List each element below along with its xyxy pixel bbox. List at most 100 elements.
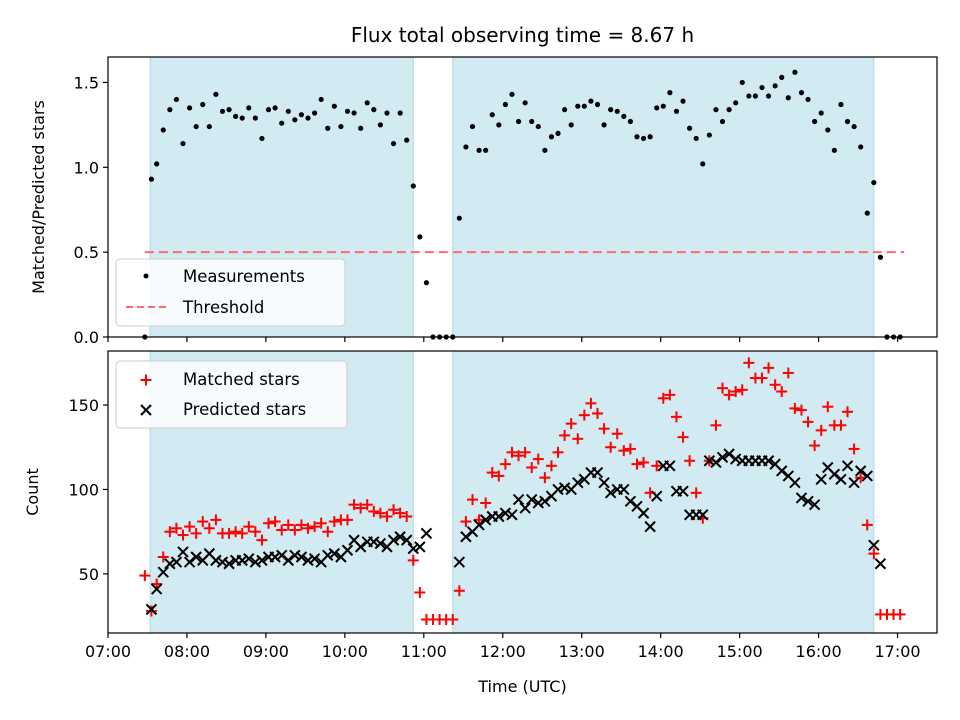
- shaded-interval-1: [452, 57, 874, 337]
- matched-star-point: [598, 423, 610, 435]
- measurement-point: [206, 123, 212, 130]
- predicted-star-point: [275, 549, 288, 562]
- measurement-point: [713, 107, 719, 113]
- measurement-point: [733, 100, 739, 106]
- matched-star-point: [756, 372, 768, 384]
- measurement-point: [239, 115, 245, 121]
- bottom-axes-frame: [107, 350, 938, 634]
- predicted-star-point-b: [835, 473, 847, 486]
- predicted-star-point: [177, 546, 189, 558]
- measurement-point: [838, 101, 844, 108]
- matched-star-point: [466, 494, 478, 506]
- measurement-point: [831, 147, 837, 153]
- predicted-star-point-b: [145, 603, 158, 616]
- measurement-point: [785, 95, 791, 101]
- predicted-star-point: [637, 507, 650, 519]
- measurement-point: [226, 107, 232, 113]
- measurement-point: [186, 105, 193, 111]
- matched-star-point: [388, 504, 400, 516]
- matched-star-point: [763, 362, 775, 374]
- measurement-point: [515, 118, 522, 125]
- measurement-point: [858, 144, 864, 150]
- matched-star-point: [157, 551, 169, 563]
- predicted-star-point-b: [164, 558, 176, 570]
- measurement-point: [719, 118, 726, 125]
- measurement-point: [193, 123, 199, 130]
- measurement-point: [562, 107, 568, 113]
- legend-plus-marker: [140, 374, 152, 386]
- predicted-star-point: [407, 542, 419, 555]
- top-axes-frame: [107, 56, 938, 338]
- predicted-star-point-b: [789, 477, 801, 489]
- predicted-star-point: [479, 514, 492, 526]
- predicted-star-point: [328, 547, 341, 560]
- predicted-star-point: [664, 460, 676, 472]
- matched-star-point: [815, 424, 827, 436]
- bottom-y-tick-label: 100: [68, 480, 99, 499]
- predicted-star-point: [322, 549, 334, 562]
- measurement-point: [522, 100, 528, 106]
- predicted-stars-points: [145, 448, 887, 616]
- measurement-point: [739, 79, 745, 86]
- predicted-star-point-b: [723, 448, 735, 460]
- predicted-star-point-b: [308, 552, 321, 565]
- matched-star-point: [822, 401, 834, 413]
- measurement-point: [404, 137, 410, 143]
- x-tick-label: 13:00: [559, 642, 605, 661]
- matched-star-point: [309, 521, 321, 533]
- measurement-point: [752, 93, 759, 99]
- matched-star-point: [184, 521, 196, 533]
- predicted-star-point-b: [269, 551, 281, 563]
- measurement-point: [864, 210, 870, 216]
- predicted-star-point-b: [400, 534, 413, 546]
- matched-star-point: [605, 441, 617, 453]
- predicted-star-point: [604, 487, 617, 499]
- measurement-point: [371, 107, 377, 113]
- predicted-star-point: [400, 534, 413, 546]
- matched-star-point: [545, 460, 557, 472]
- predicted-star-point-b: [591, 466, 604, 479]
- matched-star-point: [552, 446, 564, 458]
- predicted-star-point-b: [499, 507, 512, 519]
- matched-star-point: [513, 450, 525, 462]
- bottom-y-ticks: 50 100 150: [68, 396, 108, 584]
- predicted-star-point: [302, 554, 314, 567]
- predicted-star-point: [861, 470, 873, 482]
- predicted-star-point-b: [631, 500, 643, 513]
- measurement-point: [358, 125, 364, 131]
- measurement-point: [325, 125, 331, 131]
- measurement-point: [654, 105, 660, 111]
- predicted-star-point: [269, 551, 281, 563]
- predicted-star-point-b: [769, 458, 781, 470]
- measurement-point: [575, 103, 581, 109]
- matched-star-point: [322, 526, 334, 538]
- predicted-star-point-b: [762, 455, 775, 467]
- predicted-star-point: [677, 485, 689, 497]
- predicted-star-point: [493, 510, 505, 523]
- predicted-star-point-b: [512, 493, 525, 506]
- matched-star-point: [664, 389, 676, 401]
- measurement-point: [726, 107, 732, 113]
- matched-star-point: [730, 386, 742, 398]
- measurement-point: [673, 108, 680, 114]
- measurement-point: [331, 103, 337, 109]
- measurement-point: [805, 96, 811, 103]
- predicted-star-point: [374, 537, 387, 550]
- matched-star-point: [381, 510, 393, 522]
- predicted-star-point: [210, 554, 222, 567]
- measurement-point: [779, 74, 785, 80]
- measurement-point: [456, 215, 462, 221]
- matched-star-point: [736, 384, 748, 396]
- measurement-point: [364, 100, 370, 106]
- matched-star-point: [480, 497, 492, 509]
- matched-star-point: [394, 507, 406, 519]
- measurement-point: [148, 176, 155, 182]
- matched-star-point: [139, 570, 151, 582]
- measurement-point: [687, 125, 693, 131]
- measurement-point: [180, 140, 186, 147]
- measurement-point: [627, 118, 634, 125]
- predicted-star-point: [420, 527, 433, 540]
- predicted-star-point-b: [150, 583, 163, 595]
- predicted-star-point: [618, 483, 630, 496]
- measurement-point: [377, 122, 383, 128]
